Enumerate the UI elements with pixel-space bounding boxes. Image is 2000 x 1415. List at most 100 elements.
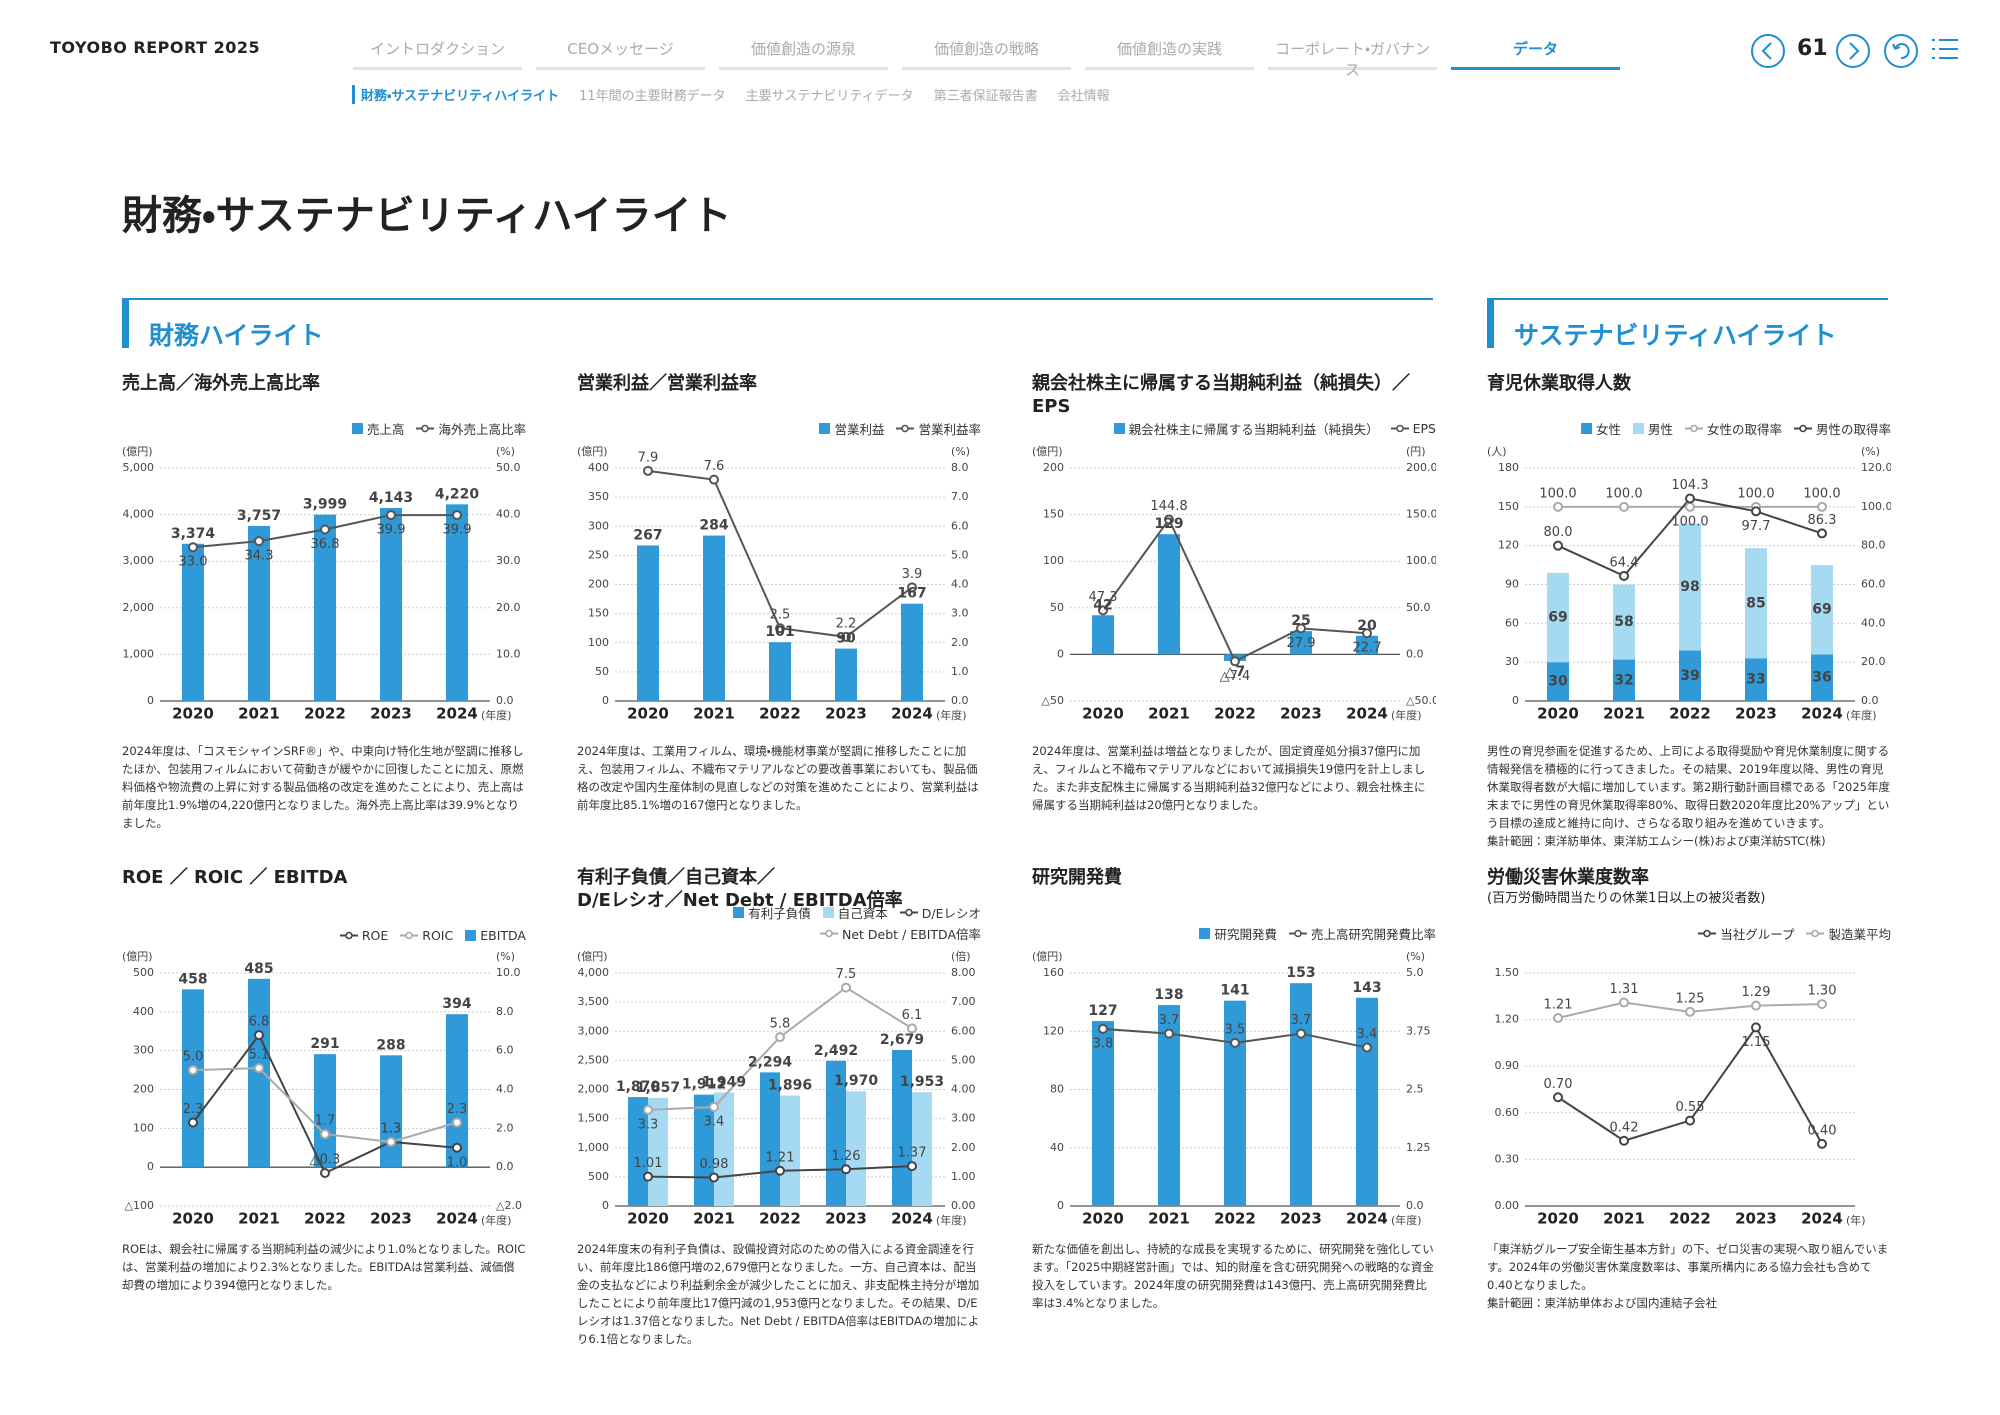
nav-tab[interactable]: コーポレート・ガバナンス [1268,38,1437,79]
bar [1745,658,1767,701]
bar-value-label: 4,143 [369,490,413,506]
bar-value-label: 90 [836,631,856,647]
line-point [1751,506,1761,517]
y-tick-label: 200 [133,1083,154,1096]
line-point [907,582,917,593]
back-button[interactable] [1881,31,1921,71]
legend-swatch [1288,929,1307,938]
y-tick-label: 0 [1057,1199,1064,1212]
bar [380,1055,402,1168]
bar [901,603,923,701]
bar-value-label: 2,679 [880,1032,924,1048]
y-tick-label: 5,000 [123,461,155,474]
y2-tick-label: 4.0 [951,578,969,591]
line-value-label: 36.8 [311,537,340,552]
x-tick-label: 2020 [627,1210,669,1228]
nav-tab[interactable]: 価値創造の源泉 [719,38,888,70]
next-button[interactable] [1833,31,1873,71]
line-value-label: 0.55 [1676,1100,1705,1115]
y-tick-label: 0.60 [1495,1106,1520,1119]
y2-unit: (円) [1406,445,1426,458]
chart: △50 0 50 100 150 200 △50.0 0.0 50.0 100.0 150.0 200… [1032,445,1436,723]
line-point [907,1023,917,1034]
line-point [1098,605,1108,616]
line-value-label: 1.15 [1742,1035,1771,1050]
bar [182,989,204,1168]
chart-description: ROEは、親会社に帰属する当期純利益の減少により1.0%となりました。ROICは… [122,1240,526,1294]
x-tick-label: 2021 [238,705,280,723]
y2-tick-label: 8.0 [496,1005,514,1018]
bar-value-label: 1,953 [900,1074,944,1090]
y-tick-label: 50 [1050,601,1064,614]
legend-label: 男性 [1647,422,1673,437]
bar [703,535,725,701]
legend-item: 営業利益率 [896,419,981,438]
bar-value-label: 58 [1614,614,1633,630]
line-value-label: 0.40 [1808,1123,1837,1138]
chart-description: 2024年度は、工業用フィルム、環境・機能材事業が堅調に推移したことに加え、包装… [577,742,981,814]
nav-tab[interactable]: データ [1451,38,1620,70]
line-point [841,982,851,993]
line-value-label: 100.0 [1539,486,1576,501]
y-tick-label: 300 [133,1044,154,1057]
line-point [1164,1028,1174,1039]
x-unit: (年度) [481,1213,512,1227]
bar-value-label: 25 [1291,613,1310,629]
legend-swatch [400,931,419,940]
y2-unit: (%) [496,445,515,458]
y2-tick-label: 40.0 [1861,616,1886,629]
chart-panel: 研究開発費 研究開発費 売上高研究開発費比率 0 40 80 120 160 0.0 1.25 2.… [1032,866,1436,1346]
y2-tick-label: 5.00 [951,1053,976,1066]
bar [1679,650,1701,701]
sub-nav-item[interactable]: 第三者保証報告書 [933,89,1038,104]
legend-item: EBITDA [465,928,526,943]
line-point [1553,540,1563,551]
nav-tab[interactable]: 価値創造の戦略 [902,38,1071,70]
prev-button[interactable] [1748,31,1788,71]
chart: 0 30 60 90 120 150 180 0.0 20.0 40.0 60.0 80.0 100.0… [1487,445,1891,723]
line-value-label: 1.01 [634,1156,663,1171]
y-tick-label: 0 [147,694,154,707]
nav-tab[interactable]: CEOメッセージ [536,38,705,70]
section-header: サステナビリティハイライト [1487,298,1888,350]
y-tick-label: 60 [1505,616,1519,629]
y-tick-label: 1,500 [578,1112,610,1125]
y-tick-label: △100 [125,1199,154,1212]
y-tick-label: 40 [1050,1141,1064,1154]
sub-nav-item[interactable]: 11年間の主要財務データ [579,89,726,104]
x-unit: (年度) [936,708,967,722]
bar [637,545,659,701]
sub-nav-item[interactable]: 会社情報 [1057,89,1110,104]
y2-tick-label: 7.00 [951,995,976,1008]
line-point [1751,1022,1761,1033]
line-point [320,1129,330,1140]
menu-button[interactable] [1930,36,1962,64]
y-tick-label: 350 [588,490,609,503]
nav-tab[interactable]: 価値創造の実践 [1085,38,1254,70]
bar-value-label: 1,896 [768,1078,812,1094]
legend-swatch [465,930,477,941]
y-tick-label: 0 [602,694,609,707]
nav-tab[interactable]: イントロダクション [353,38,522,70]
bar [780,1095,800,1206]
legend-item: 男性の取得率 [1793,419,1891,438]
y-tick-label: 3,000 [123,554,155,567]
line-point [320,1167,330,1178]
section-title: 財務ハイライト [149,321,324,350]
line-point [1685,501,1695,512]
legend-swatch-dot [1811,929,1820,938]
y-tick-label: 0 [1512,694,1519,707]
chart-description: 新たな価値を創出し、持続的な成長を実現するために、研究開発を強化しています。「2… [1032,1240,1436,1312]
chart-title: 有利子負債／自己資本／ D/Eレシオ／Net Debt / EBITDA倍率 [577,866,981,912]
line-point [1230,656,1240,667]
line-point [643,1104,653,1115]
bar [694,1094,714,1206]
x-tick-label: 2022 [1669,705,1711,723]
y2-unit: (%) [496,950,515,963]
line-value-label: 3.8 [1093,1036,1114,1051]
line-value-label: 0.70 [1544,1077,1573,1092]
sub-nav-item[interactable]: 主要サステナビリティデータ [745,89,914,104]
sub-nav-item[interactable]: 財務・サステナビリティハイライト [352,85,559,104]
x-tick-label: 2022 [304,705,346,723]
